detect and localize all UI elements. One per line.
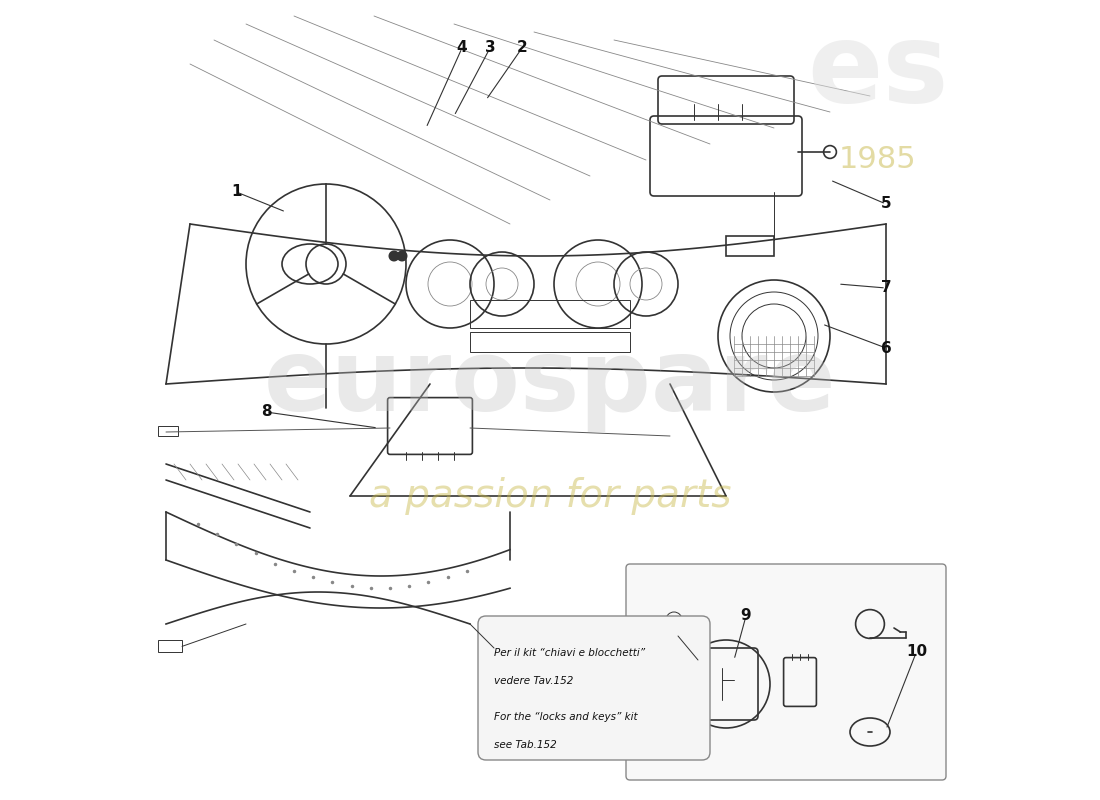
Text: es: es — [807, 18, 948, 126]
Bar — [158, 640, 182, 652]
Bar — [470, 332, 630, 352]
Bar — [726, 236, 774, 256]
Text: Per il kit “chiavi e blocchetti”: Per il kit “chiavi e blocchetti” — [494, 648, 645, 658]
Text: eurospare: eurospare — [264, 335, 836, 433]
Text: 5: 5 — [881, 197, 891, 211]
Circle shape — [397, 251, 407, 261]
Text: 1985: 1985 — [839, 146, 916, 174]
Text: 1: 1 — [231, 185, 242, 199]
Text: 2: 2 — [517, 41, 527, 55]
Text: 7: 7 — [881, 281, 891, 295]
Text: 4: 4 — [456, 41, 468, 55]
Bar — [494, 644, 514, 654]
Text: see Tab.152: see Tab.152 — [494, 740, 557, 750]
Text: 9: 9 — [740, 609, 751, 623]
Circle shape — [389, 251, 399, 261]
FancyBboxPatch shape — [478, 616, 710, 760]
Text: a passion for parts: a passion for parts — [368, 477, 732, 515]
Text: vedere Tav.152: vedere Tav.152 — [494, 676, 573, 686]
Text: For the “locks and keys” kit: For the “locks and keys” kit — [494, 712, 638, 722]
Text: 6: 6 — [881, 341, 891, 355]
Text: 8: 8 — [261, 405, 272, 419]
Bar — [470, 300, 630, 328]
Bar — [158, 426, 178, 436]
FancyBboxPatch shape — [626, 564, 946, 780]
Text: 10: 10 — [905, 645, 927, 659]
Text: 3: 3 — [485, 41, 495, 55]
